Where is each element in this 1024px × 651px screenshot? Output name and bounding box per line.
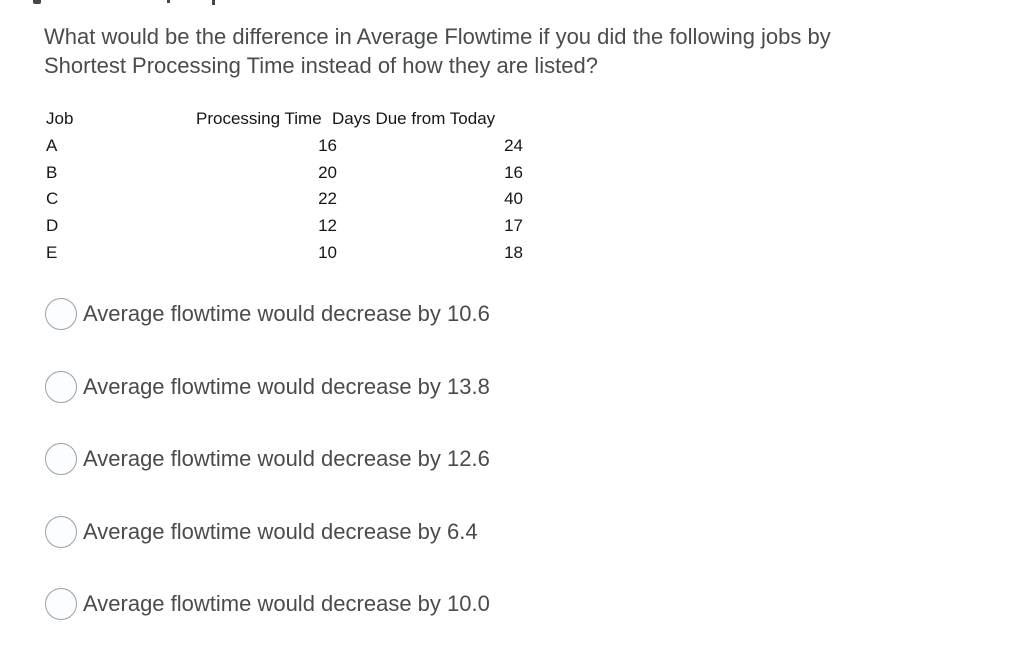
radio-button-icon[interactable] [45,443,77,475]
answer-option-label: Average flowtime would decrease by 10.6 [83,301,490,326]
table-row-processing-time: 22 [318,189,337,209]
table-row-processing-time: 20 [318,162,337,182]
answer-option-label: Average flowtime would decrease by 6.4 [83,518,478,544]
answer-option-label: Average flowtime would decrease by 13.8 [83,373,490,399]
cropped-text-fragment [33,0,41,4]
answer-option-label: Average flowtime would decrease by 10.0 [83,591,490,616]
question-text-line-2: Shortest Processing Time instead of how … [44,53,598,78]
column-header-job: Job [46,109,74,128]
table-row-job-name: D [46,216,59,236]
column-header-days-due: Days Due from Today [332,109,496,128]
table-row-days-due: 40 [504,189,523,209]
radio-button-icon[interactable] [45,370,77,403]
table-row-days-due: 17 [504,216,523,236]
table-row-job-name: E [46,242,58,262]
table-row-days-due: 18 [504,242,523,262]
cropped-text-fragment [167,0,170,3]
question-text-line-1: What would be the difference in Average … [44,24,831,49]
table-row-days-due: 16 [504,162,523,182]
radio-button-icon[interactable] [45,298,77,330]
question-text: What would be the difference in Average … [44,22,831,80]
table-row-days-due: 24 [504,135,523,155]
radio-button-icon[interactable] [45,588,77,620]
table-row-job-name: C [46,189,59,209]
answer-option-3[interactable]: Average flowtime would decrease by 12.6 [45,443,490,475]
table-row-processing-time: 16 [318,135,337,155]
answer-option-5[interactable]: Average flowtime would decrease by 10.0 [45,588,490,620]
column-header-processing-time: Processing Time [196,109,322,128]
radio-button-icon[interactable] [45,515,77,548]
job-table: Job Processing Time Days Due from Today … [46,106,525,267]
answer-option-1[interactable]: Average flowtime would decrease by 10.6 [45,298,490,330]
table-row-processing-time: 12 [318,216,337,236]
answer-options: Average flowtime would decrease by 10.6 … [45,298,490,651]
cropped-text-fragment [212,0,215,5]
table-row-processing-time: 10 [318,242,337,262]
answer-option-2[interactable]: Average flowtime would decrease by 13.8 [45,370,490,403]
table-row-job-name: B [46,162,58,182]
answer-option-label: Average flowtime would decrease by 12.6 [83,446,490,471]
table-row-job-name: A [46,135,58,155]
answer-option-4[interactable]: Average flowtime would decrease by 6.4 [45,515,490,548]
